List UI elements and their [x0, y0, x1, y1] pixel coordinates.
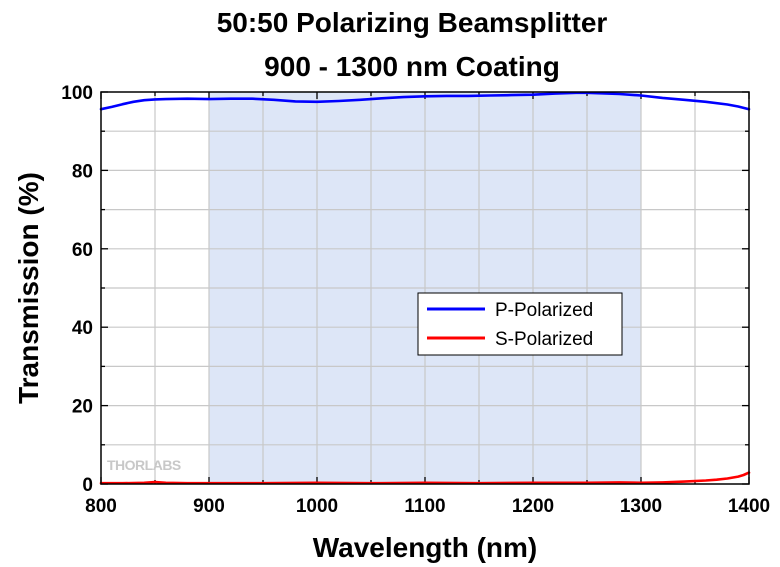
y-axis-label: Transmission (%): [13, 172, 44, 404]
legend-label-s-polarized: S-Polarized: [495, 329, 593, 350]
x-tick-label: 1100: [404, 496, 445, 517]
x-tick-label: 1400: [728, 496, 770, 517]
grid-lines: [101, 92, 749, 484]
x-tick-label: 800: [85, 496, 117, 517]
y-tick-labels: 0 20 40 60 80 100: [61, 83, 93, 496]
x-tick-labels: 800 900 1000 1100 1200 1300 1400: [85, 496, 770, 517]
chart-title-line-2: 900 - 1300 nm Coating: [264, 51, 560, 82]
y-tick-label: 60: [72, 240, 93, 261]
x-tick-label: 1000: [296, 496, 338, 517]
y-tick-label: 100: [61, 83, 93, 104]
x-tick-label: 1300: [620, 496, 662, 517]
x-tick-label: 900: [193, 496, 225, 517]
x-axis-label: Wavelength (nm): [313, 532, 538, 563]
chart-title-line-1: 50:50 Polarizing Beamsplitter: [217, 7, 608, 38]
x-tick-label: 1200: [512, 496, 554, 517]
legend: P-Polarized S-Polarized: [417, 292, 623, 356]
legend-box: [417, 292, 623, 356]
series-line-p-polarized: [99, 91, 751, 111]
series-line-s-polarized: [99, 471, 751, 485]
series-layer: [99, 91, 751, 485]
plot-frame: [100, 91, 750, 485]
y-tick-label: 40: [72, 318, 93, 339]
y-tick-label: 0: [82, 475, 93, 496]
watermark-logo: THORLABS: [107, 457, 181, 473]
y-tick-label: 20: [72, 397, 93, 418]
y-tick-label: 80: [72, 161, 93, 182]
legend-label-p-polarized: P-Polarized: [495, 300, 593, 321]
